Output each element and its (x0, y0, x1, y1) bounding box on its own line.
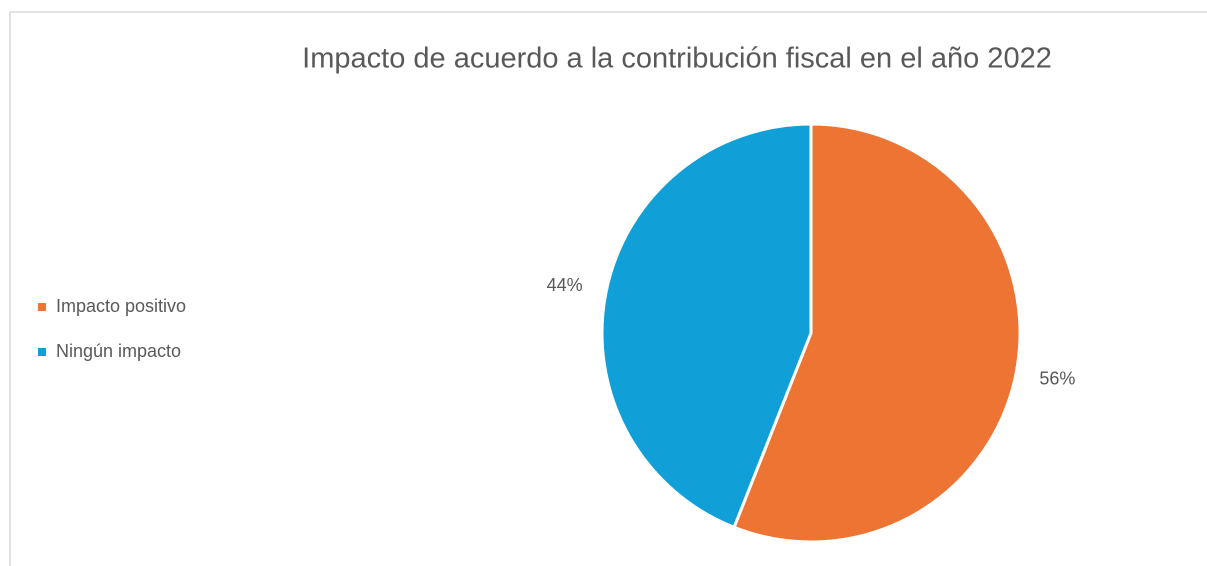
legend-swatch (38, 348, 46, 356)
pie-slice (732, 122, 1022, 544)
pie-slice (600, 122, 813, 530)
chart-title: Impacto de acuerdo a la contribución fis… (302, 43, 1052, 75)
chart-frame (9, 11, 1207, 566)
data-label: 44% (547, 275, 583, 295)
legend-label: Impacto positivo (56, 296, 186, 316)
legend-label: Ningún impacto (56, 341, 181, 361)
legend-swatch (38, 303, 46, 311)
data-label: 56% (1039, 369, 1075, 389)
